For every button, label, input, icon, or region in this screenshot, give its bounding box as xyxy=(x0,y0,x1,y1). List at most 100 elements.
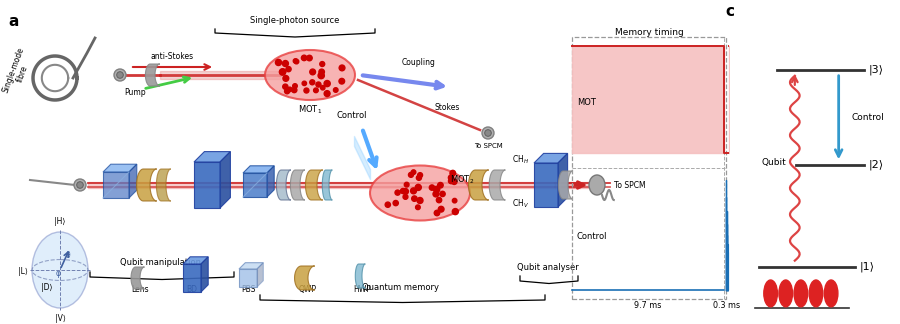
Text: 9.7 ms: 9.7 ms xyxy=(634,301,662,310)
Text: Qubit analyser: Qubit analyser xyxy=(518,263,579,272)
Circle shape xyxy=(310,69,316,75)
Circle shape xyxy=(283,84,288,89)
Circle shape xyxy=(74,179,86,191)
Circle shape xyxy=(778,280,793,307)
Text: QWP: QWP xyxy=(299,285,317,294)
Circle shape xyxy=(334,88,338,92)
Circle shape xyxy=(411,170,416,174)
Circle shape xyxy=(286,66,291,72)
Circle shape xyxy=(293,59,298,63)
Circle shape xyxy=(283,61,288,66)
Circle shape xyxy=(448,179,454,184)
Circle shape xyxy=(440,191,445,197)
Text: Lens: Lens xyxy=(131,285,149,294)
Text: |2⟩: |2⟩ xyxy=(868,160,884,170)
Text: Control: Control xyxy=(337,111,367,120)
Circle shape xyxy=(400,189,406,193)
Polygon shape xyxy=(276,170,291,200)
Circle shape xyxy=(114,69,126,81)
Circle shape xyxy=(434,186,440,192)
Polygon shape xyxy=(129,164,137,198)
Polygon shape xyxy=(239,263,264,269)
Text: anti-Stokes: anti-Stokes xyxy=(150,52,194,61)
Polygon shape xyxy=(194,152,230,162)
Circle shape xyxy=(320,86,325,90)
Ellipse shape xyxy=(370,166,470,221)
Text: |1⟩: |1⟩ xyxy=(860,261,875,272)
Circle shape xyxy=(324,91,330,97)
Circle shape xyxy=(318,73,324,79)
Circle shape xyxy=(302,55,307,61)
Ellipse shape xyxy=(589,175,605,195)
Circle shape xyxy=(417,175,421,180)
Polygon shape xyxy=(103,164,137,172)
Circle shape xyxy=(433,191,439,197)
Circle shape xyxy=(450,170,455,176)
Text: Stokes: Stokes xyxy=(435,103,460,112)
Polygon shape xyxy=(103,172,129,198)
Circle shape xyxy=(485,130,491,136)
Polygon shape xyxy=(257,263,264,287)
Polygon shape xyxy=(137,169,157,201)
Text: a: a xyxy=(8,14,18,29)
Text: |D⟩: |D⟩ xyxy=(40,284,52,293)
Text: φ: φ xyxy=(56,269,61,278)
Polygon shape xyxy=(469,170,489,200)
Circle shape xyxy=(418,173,423,178)
Circle shape xyxy=(310,80,315,85)
Polygon shape xyxy=(490,170,506,200)
Circle shape xyxy=(275,59,282,65)
Polygon shape xyxy=(201,257,208,292)
Text: CH$_V$: CH$_V$ xyxy=(512,198,529,211)
Polygon shape xyxy=(239,269,257,287)
Polygon shape xyxy=(294,266,315,290)
Circle shape xyxy=(316,82,321,87)
Circle shape xyxy=(279,69,285,75)
Text: Quantum memory: Quantum memory xyxy=(362,283,438,292)
Circle shape xyxy=(409,172,413,177)
Ellipse shape xyxy=(265,50,355,100)
Polygon shape xyxy=(157,169,171,201)
Polygon shape xyxy=(305,170,323,200)
Text: Control: Control xyxy=(577,232,608,241)
Circle shape xyxy=(339,78,345,84)
Text: MOT$_1$: MOT$_1$ xyxy=(298,104,322,117)
Circle shape xyxy=(294,59,299,64)
Circle shape xyxy=(313,88,319,93)
Circle shape xyxy=(438,206,444,212)
Text: CH$_H$: CH$_H$ xyxy=(512,154,529,167)
Text: Single-photon source: Single-photon source xyxy=(250,16,339,25)
Circle shape xyxy=(434,210,440,216)
Polygon shape xyxy=(243,166,274,173)
Polygon shape xyxy=(243,173,267,197)
Circle shape xyxy=(284,89,290,94)
Text: MOT$_2$: MOT$_2$ xyxy=(450,174,474,187)
Circle shape xyxy=(415,184,421,191)
Circle shape xyxy=(410,188,417,194)
Text: To SPCM: To SPCM xyxy=(473,143,502,149)
Circle shape xyxy=(482,127,494,139)
Ellipse shape xyxy=(32,232,88,308)
Polygon shape xyxy=(534,163,558,207)
Circle shape xyxy=(320,62,325,66)
Polygon shape xyxy=(291,170,305,200)
Text: |V⟩: |V⟩ xyxy=(55,314,66,323)
Text: Coupling: Coupling xyxy=(401,58,435,67)
Polygon shape xyxy=(322,170,332,200)
Text: |L⟩: |L⟩ xyxy=(18,268,28,276)
Circle shape xyxy=(404,182,409,187)
Text: BD: BD xyxy=(186,285,197,294)
Circle shape xyxy=(411,196,417,201)
Text: PBS: PBS xyxy=(241,285,256,294)
Circle shape xyxy=(76,182,84,188)
Polygon shape xyxy=(146,64,160,86)
Text: |H⟩: |H⟩ xyxy=(54,217,66,226)
Circle shape xyxy=(437,182,443,188)
Circle shape xyxy=(436,197,442,203)
Circle shape xyxy=(448,175,454,180)
Polygon shape xyxy=(220,152,230,208)
Polygon shape xyxy=(267,166,274,197)
Text: HWP: HWP xyxy=(353,285,371,294)
Circle shape xyxy=(824,280,838,307)
Polygon shape xyxy=(558,171,572,199)
